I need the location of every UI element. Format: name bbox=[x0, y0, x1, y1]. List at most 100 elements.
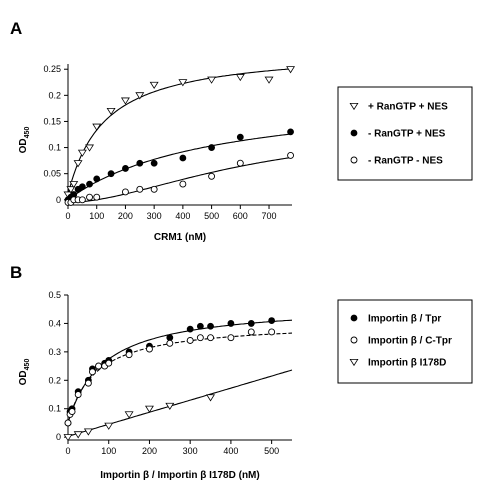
fit-curve-1 bbox=[67, 332, 293, 424]
data-point-series-1 bbox=[78, 183, 86, 191]
data-point-series-2 bbox=[150, 185, 158, 193]
data-point-series-0 bbox=[196, 322, 204, 330]
data-point-series-1 bbox=[84, 379, 92, 387]
x-tick-label: 100 bbox=[101, 446, 116, 456]
legend-marker-0 bbox=[349, 102, 359, 111]
data-point-series-0 bbox=[120, 97, 130, 105]
x-axis-label: Importin β / Importin β I178D (nM) bbox=[100, 470, 259, 481]
x-tick-label: 500 bbox=[264, 446, 279, 456]
y-tick-label: 0.2 bbox=[48, 375, 61, 385]
y-tick-label: 0 bbox=[56, 195, 61, 205]
y-tick-label: 0.25 bbox=[43, 64, 61, 74]
data-point-series-2 bbox=[144, 405, 154, 413]
data-point-series-1 bbox=[68, 408, 76, 416]
data-point-series-0 bbox=[178, 79, 188, 87]
legend-marker-1 bbox=[350, 129, 358, 137]
data-point-series-0 bbox=[92, 123, 102, 131]
y-axis-label: OD450 bbox=[18, 359, 31, 386]
fit-curve-0 bbox=[67, 68, 293, 195]
legend-label-0: Importin β / Tpr bbox=[368, 314, 441, 325]
x-tick-label: 300 bbox=[183, 446, 198, 456]
legend-marker-2 bbox=[349, 358, 359, 367]
x-tick-label: 600 bbox=[233, 211, 248, 221]
y-tick-label: 0.2 bbox=[48, 90, 61, 100]
panel-b-chart: 0 100 200 300 400 500 0 0.1 0.2 0.3 0.4 0.5 Importin… bbox=[18, 290, 473, 481]
data-point-series-0 bbox=[264, 76, 274, 84]
y-tick-label: 0.15 bbox=[43, 116, 61, 126]
data-point-series-1 bbox=[196, 334, 204, 342]
data-point-series-1 bbox=[122, 165, 129, 172]
data-point-series-1 bbox=[107, 170, 115, 178]
data-point-series-1 bbox=[93, 175, 101, 183]
data-point-series-2 bbox=[104, 422, 114, 430]
x-tick-label: 400 bbox=[223, 446, 238, 456]
panel-letter-b: B bbox=[10, 263, 22, 282]
panel-letter-a: A bbox=[10, 19, 22, 38]
y-tick-label: 0.3 bbox=[48, 347, 61, 357]
x-axis-label: CRM1 (nM) bbox=[154, 232, 206, 243]
data-point-series-2 bbox=[165, 402, 175, 411]
x-tick-label: 300 bbox=[147, 211, 162, 221]
data-point-series-2 bbox=[206, 394, 216, 402]
data-point-series-2 bbox=[86, 193, 93, 201]
data-point-series-1 bbox=[166, 339, 174, 347]
data-point-series-1 bbox=[105, 359, 113, 367]
data-point-series-1 bbox=[207, 334, 214, 342]
data-point-series-1 bbox=[64, 419, 72, 427]
data-point-series-2 bbox=[78, 196, 86, 204]
data-point-series-0 bbox=[66, 186, 76, 194]
data-point-series-0 bbox=[268, 317, 276, 324]
x-tick-label: 400 bbox=[175, 211, 190, 221]
data-point-series-1 bbox=[125, 351, 133, 359]
data-point-series-1 bbox=[86, 180, 93, 188]
legend-marker-0 bbox=[350, 314, 358, 322]
fit-curve-2 bbox=[68, 156, 293, 203]
data-point-series-1 bbox=[186, 337, 194, 344]
fit-curve-2 bbox=[67, 369, 293, 437]
panel-a-chart: 0 100 200 300 400 500 600 700 0 0.05 0.1 0.15 0.2 0.2… bbox=[18, 64, 473, 243]
y-tick-label: 0 bbox=[56, 432, 61, 442]
data-point-series-0 bbox=[77, 149, 87, 157]
y-tick-label: 0.1 bbox=[48, 143, 61, 153]
legend-box bbox=[337, 299, 473, 384]
data-point-series-0 bbox=[69, 181, 79, 189]
data-point-series-1 bbox=[208, 144, 215, 151]
legend-box bbox=[337, 86, 473, 181]
data-point-series-2 bbox=[93, 193, 101, 201]
data-point-series-2 bbox=[236, 159, 244, 167]
legend-label-2: Importin β I178D bbox=[368, 358, 446, 369]
legend-label-2: - RanGTP - NES bbox=[368, 156, 443, 167]
data-point-series-0 bbox=[186, 325, 194, 333]
data-point-series-1 bbox=[247, 328, 255, 336]
data-point-series-0 bbox=[286, 66, 296, 74]
data-point-series-1 bbox=[268, 328, 276, 336]
data-point-series-0 bbox=[235, 74, 245, 82]
data-point-series-1 bbox=[146, 345, 153, 353]
data-point-series-1 bbox=[236, 133, 244, 141]
data-point-series-2 bbox=[136, 185, 144, 193]
data-point-series-1 bbox=[95, 362, 102, 370]
legend-marker-2 bbox=[350, 156, 358, 164]
data-point-series-1 bbox=[150, 159, 158, 167]
data-point-series-2 bbox=[179, 180, 187, 188]
x-tick-label: 100 bbox=[89, 211, 104, 221]
data-point-series-0 bbox=[106, 107, 116, 116]
data-point-series-1 bbox=[136, 159, 144, 167]
legend-label-0: + RanGTP + NES bbox=[368, 102, 448, 113]
y-tick-label: 0.4 bbox=[48, 318, 61, 328]
data-point-series-0 bbox=[149, 81, 159, 90]
data-point-series-1 bbox=[88, 368, 96, 376]
x-tick-label: 200 bbox=[118, 211, 133, 221]
data-point-series-1 bbox=[74, 391, 82, 398]
data-point-series-0 bbox=[135, 92, 145, 100]
data-point-series-2 bbox=[83, 428, 93, 436]
legend-marker-1 bbox=[350, 336, 358, 344]
y-tick-label: 0.05 bbox=[43, 169, 61, 179]
data-point-series-2 bbox=[287, 151, 295, 159]
legend-label-1: - RanGTP + NES bbox=[368, 129, 446, 140]
y-tick-label: 0.5 bbox=[48, 290, 61, 300]
fit-curve-0 bbox=[67, 319, 293, 424]
legend-label-1: Importin β / C-Tpr bbox=[368, 336, 452, 347]
fit-curve-1 bbox=[67, 133, 293, 201]
